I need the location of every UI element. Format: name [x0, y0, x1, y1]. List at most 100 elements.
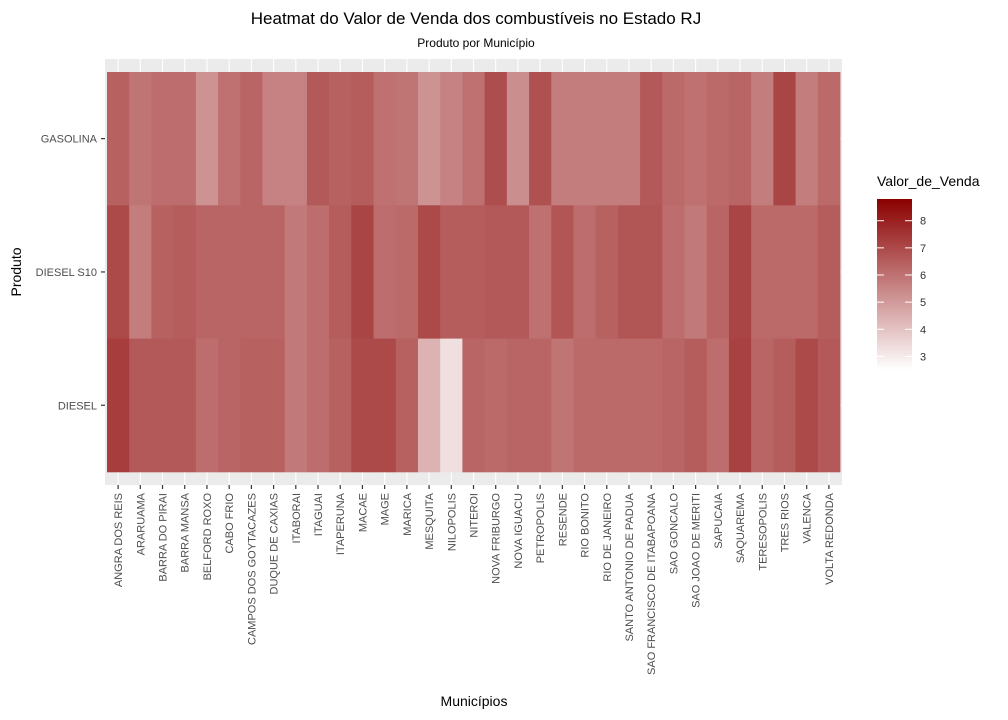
- heatmap-cell: [751, 205, 774, 339]
- heatmap-cell: [684, 205, 708, 339]
- heatmap-cell: [662, 205, 685, 339]
- x-tick-label: NOVA IGUACU: [513, 493, 525, 569]
- heatmap-cell: [617, 338, 641, 473]
- heatmap-cell: [306, 338, 330, 473]
- heatmap-cell: [706, 72, 730, 206]
- x-tick-label: SAO FRANCISCO DE ITABAPOANA: [646, 492, 658, 675]
- heatmap-cell: [773, 338, 796, 473]
- heatmap-cell: [640, 338, 663, 473]
- x-tick-label: CAMPOS DOS GOYTACAZES: [246, 493, 258, 645]
- heatmap-cell: [440, 205, 463, 339]
- heatmap-cell: [684, 72, 708, 206]
- legend-title: Valor_de_Venda: [877, 173, 980, 189]
- heatmap-cell: [107, 205, 130, 339]
- chart-title: Heatmat do Valor de Venda dos combustíve…: [251, 9, 701, 28]
- heatmap-cell: [529, 72, 552, 206]
- heatmap-cell: [395, 205, 419, 339]
- heatmap-cell: [218, 338, 241, 473]
- legend-colorbar: [877, 199, 912, 370]
- heatmap-cell: [795, 72, 819, 206]
- heatmap-cell: [751, 72, 774, 206]
- heatmap-cell: [173, 72, 197, 206]
- x-tick-label: CABO FRIO: [224, 493, 236, 554]
- heatmap-cell: [329, 205, 352, 339]
- x-tick-label: NILOPOLIS: [446, 493, 458, 551]
- heatmap-cell: [706, 338, 730, 473]
- x-tick-label: ITAPERUNA: [335, 492, 347, 555]
- heatmap-cell: [107, 72, 130, 206]
- heatmap-cell: [795, 338, 819, 473]
- x-tick-label: ITAGUAI: [313, 493, 325, 536]
- heatmap-cell: [417, 338, 441, 473]
- heatmap-cell: [595, 338, 619, 473]
- x-axis: ANGRA DOS REIS ARARUAMA BARRA DO PIRAI BARR…: [113, 485, 836, 675]
- heatmap-cell: [218, 72, 241, 206]
- y-axis-title: Produto: [8, 247, 24, 296]
- heatmap-cell: [551, 338, 574, 473]
- x-tick-label: RESENDE: [557, 493, 569, 546]
- heatmap-cell: [573, 72, 597, 206]
- heatmap-cell: [440, 338, 463, 473]
- heatmap-cell: [240, 338, 263, 473]
- x-tick-label: NOVA FRIBURGO: [491, 493, 503, 584]
- heatmap-cell: [417, 205, 441, 339]
- y-axis: GASOLINA DIESEL S10 DIESEL: [36, 134, 105, 412]
- heatmap-cell: [351, 338, 374, 473]
- heatmap-cell: [284, 72, 308, 206]
- heatmap-cell: [573, 205, 597, 339]
- heatmap-cell: [506, 338, 530, 473]
- x-tick-label: MAGE: [380, 493, 392, 525]
- heatmap-cell: [284, 205, 308, 339]
- x-tick-label: RIO DE JANEIRO: [602, 493, 614, 582]
- heatmap-cell: [551, 205, 574, 339]
- heatmap-cell: [728, 338, 752, 473]
- heatmap-cell: [817, 205, 841, 339]
- x-tick-label: ANGRA DOS REIS: [113, 493, 125, 587]
- heatmap-cell: [595, 205, 619, 339]
- x-tick-label: NITEROI: [469, 493, 481, 538]
- heatmap-cell: [151, 205, 175, 339]
- heatmap-cell: [617, 72, 641, 206]
- heatmap-cell: [728, 205, 752, 339]
- heatmap-cell: [640, 72, 663, 206]
- x-tick-label: SAO GONCALO: [668, 493, 680, 575]
- heatmap-cell: [240, 205, 263, 339]
- heatmap-cell: [306, 72, 330, 206]
- heatmap-cell: [306, 205, 330, 339]
- heatmap-cell: [773, 72, 796, 206]
- heatmap-cells: [107, 72, 841, 473]
- heatmap-cell: [462, 338, 486, 473]
- x-tick-label: VOLTA REDONDA: [824, 492, 836, 585]
- heatmap-cell: [662, 72, 685, 206]
- x-tick-label: MACAE: [357, 493, 369, 532]
- heatmap-cell: [662, 338, 685, 473]
- heatmap-cell: [484, 338, 508, 473]
- legend-tick-label: 4: [920, 324, 926, 336]
- heatmap-cell: [395, 72, 419, 206]
- heatmap-cell: [195, 338, 219, 473]
- heatmap-cell: [329, 72, 352, 206]
- x-tick-label: BARRA MANSA: [180, 492, 192, 572]
- heatmap-cell: [329, 338, 352, 473]
- heatmap-cell: [417, 72, 441, 206]
- heatmap-cell: [462, 205, 486, 339]
- heatmap-cell: [506, 205, 530, 339]
- heatmap-cell: [262, 72, 286, 206]
- x-tick-label: BARRA DO PIRAI: [158, 493, 170, 582]
- legend-tick-label: 7: [920, 243, 926, 255]
- x-tick-label: BELFORD ROXO: [202, 493, 214, 581]
- legend-tick-label: 8: [920, 216, 926, 228]
- heatmap-cell: [617, 205, 641, 339]
- x-tick-label: SAPUCAIA: [713, 492, 725, 548]
- x-tick-label: ARARUAMA: [135, 492, 147, 555]
- heatmap-cell: [373, 72, 397, 206]
- x-tick-label: SAQUAREMA: [735, 492, 747, 563]
- x-tick-label: TRES RIOS: [779, 493, 791, 552]
- heatmap-cell: [218, 205, 241, 339]
- heatmap-cell: [107, 338, 130, 473]
- heatmap-cell: [129, 72, 152, 206]
- heatmap-cell: [484, 205, 508, 339]
- heatmap-cell: [506, 72, 530, 206]
- x-tick-label: MARICA: [402, 492, 414, 535]
